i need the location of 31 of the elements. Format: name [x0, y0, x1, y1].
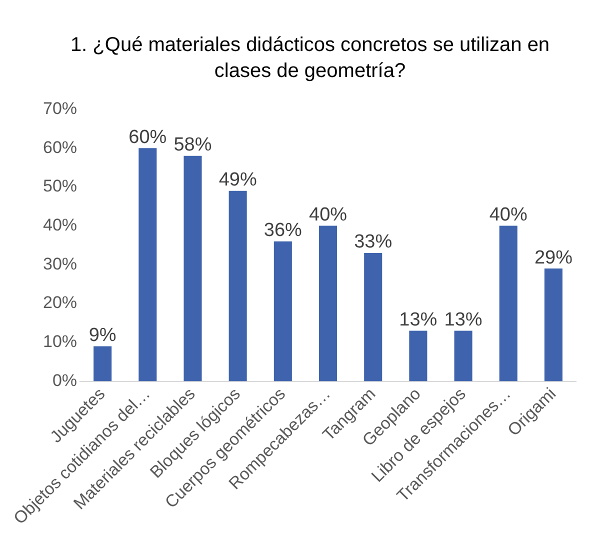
data-label: 29%	[534, 247, 573, 268]
data-label: 9%	[88, 325, 116, 346]
data-label: 60%	[128, 126, 167, 148]
bar	[184, 156, 202, 382]
data-label: 36%	[264, 220, 302, 242]
bar	[138, 148, 157, 382]
y-tick-label: 30%	[42, 254, 78, 274]
y-tick-label: 20%	[42, 293, 78, 312]
bar	[454, 330, 472, 382]
data-label: 40%	[308, 204, 348, 226]
bar	[409, 330, 428, 382]
chart-title: 1. ¿Qué materiales didácticos concretos se utilizan en clases de geometría?	[70, 33, 550, 84]
data-label: 13%	[444, 309, 482, 330]
y-tick-label: 70%	[42, 98, 78, 118]
bar	[228, 190, 247, 382]
data-label: 58%	[174, 134, 212, 156]
bar	[544, 268, 562, 382]
y-tick-label: 10%	[42, 332, 78, 352]
bar	[318, 226, 338, 382]
bar	[274, 241, 292, 382]
bar	[499, 226, 518, 382]
bar	[364, 253, 382, 382]
y-tick-label: 60%	[42, 138, 78, 157]
bar	[94, 346, 112, 382]
data-label: 49%	[218, 170, 257, 191]
y-tick-label: 40%	[42, 215, 78, 234]
data-label: 13%	[399, 309, 438, 330]
y-tick-label: 50%	[42, 176, 78, 196]
y-tick-label: 0%	[52, 370, 78, 390]
data-label: 40%	[489, 204, 528, 226]
data-label: 33%	[354, 232, 392, 253]
